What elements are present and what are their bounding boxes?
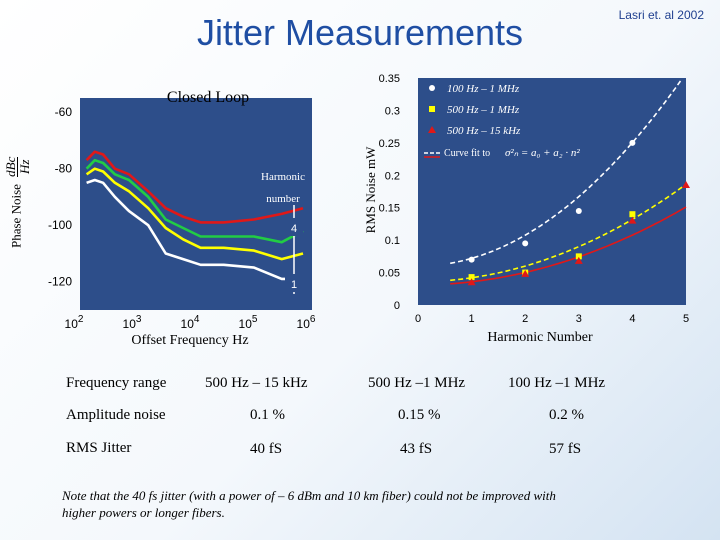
right-y-tick-7: 0	[394, 300, 400, 312]
left-x-tick-2: 104	[181, 314, 200, 331]
data-point-series0-3	[629, 139, 636, 146]
right-x-tick-5: 5	[683, 313, 689, 325]
legend-marker-2	[428, 126, 436, 133]
right-y-tick-4: 0.15	[379, 203, 400, 215]
closed-loop-label: Closed Loop	[167, 89, 249, 106]
phase-noise-line-harmonic-3	[85, 158, 304, 244]
table-row-jitter-label: RMS Jitter	[66, 440, 132, 456]
table-row-jitter-c2: 43 fS	[400, 441, 433, 457]
table-row-frequency-c1: 500 Hz – 15 kHz	[205, 375, 308, 391]
legend-marker-1	[429, 106, 435, 112]
data-point-series1-2	[575, 253, 582, 260]
phase-noise-chart: Closed Loop -60 -80 -100 -120 102 103 104 105 1…	[48, 89, 316, 348]
data-point-series0-0	[468, 256, 475, 263]
harmonic-marker-1: 1	[291, 279, 297, 291]
footnote: Note that the 40 fs jitter (with a power…	[62, 488, 556, 520]
rms-noise-chart: 0.35 0.3 0.25 0.2 0.15 0.1 0.05 0 0 1 2 3 4 5 100 Hz…	[363, 73, 690, 345]
right-x-tick-2: 2	[522, 313, 528, 325]
marker-box-bottom	[285, 274, 303, 292]
legend-label-1: 500 Hz – 1 MHz	[447, 104, 520, 116]
data-point-series0-1	[522, 240, 529, 247]
fit-curve-2	[450, 206, 687, 285]
fit-curve-0	[450, 80, 682, 265]
table-row-amplitude-c3: 0.2 %	[549, 407, 584, 423]
data-point-series1-0	[468, 274, 475, 281]
table-row-jitter-c3: 57 fS	[549, 441, 582, 457]
right-y-tick-2: 0.25	[379, 138, 400, 150]
phase-noise-line-harmonic-4	[85, 150, 304, 224]
table-row-amplitude-label: Amplitude noise	[66, 407, 166, 423]
phase-noise-word: Phase Noise	[8, 184, 24, 248]
marker-box-top	[285, 218, 303, 236]
table-row-jitter-c1: 40 fS	[250, 441, 283, 457]
right-x-tick-0: 0	[415, 313, 421, 325]
phase-noise-line-harmonic-1	[86, 178, 303, 281]
left-x-tick-0: 102	[65, 314, 84, 331]
harmonic-annotation-line1: Harmonic	[261, 171, 305, 183]
right-x-tick-1: 1	[469, 313, 475, 325]
legend-label-0: 100 Hz – 1 MHz	[447, 83, 520, 95]
right-y-axis-label: RMS Noise mW	[363, 146, 378, 233]
legend-label-2: 500 Hz – 15 kHz	[447, 125, 521, 137]
fit-curve-1	[450, 183, 687, 282]
table-row-amplitude-c1: 0.1 %	[250, 407, 285, 423]
legend-curve-fit-label: Curve fit to	[444, 148, 490, 159]
right-x-axis-label: Harmonic Number	[487, 330, 593, 345]
left-y-tick-3: -120	[48, 275, 72, 289]
data-point-series2-1	[521, 269, 530, 277]
left-x-tick-4: 106	[297, 314, 316, 331]
harmonic-marker-4: 4	[291, 223, 297, 235]
right-x-tick-3: 3	[576, 313, 582, 325]
fraction-denominator: Hz	[17, 159, 32, 174]
left-y-tick-2: -100	[48, 218, 72, 232]
right-x-tick-4: 4	[629, 313, 635, 325]
data-point-series1-3	[629, 211, 636, 218]
right-y-tick-0: 0.35	[379, 73, 400, 85]
data-point-series2-4	[682, 181, 690, 189]
table-row-frequency-c2: 500 Hz –1 MHz	[368, 375, 466, 391]
slide-title: Jitter Measurements	[196, 12, 524, 53]
phase-noise-line-harmonic-2	[85, 167, 304, 261]
left-x-tick-3: 105	[239, 314, 258, 331]
left-x-axis-label: Offset Frequency Hz	[131, 333, 248, 348]
table-row-amplitude-c2: 0.15 %	[398, 407, 441, 423]
harmonic-annotation-line2: number	[266, 193, 300, 205]
right-y-tick-3: 0.2	[385, 170, 400, 182]
left-x-tick-1: 103	[123, 314, 142, 331]
left-y-axis-label: Phase Noise dBc Hz	[3, 98, 44, 248]
table-row-frequency-label: Frequency range	[66, 375, 167, 391]
dbc-hz-fraction: dBc Hz	[3, 156, 32, 177]
data-point-series0-2	[575, 207, 582, 214]
fit-formula: σ²ₙ = a₀ + a₂ · n²	[505, 147, 580, 159]
data-point-series2-3	[628, 216, 637, 224]
right-y-tick-1: 0.3	[385, 105, 400, 117]
fraction-numerator: dBc	[3, 156, 18, 177]
left-y-tick-1: -80	[55, 162, 73, 176]
data-point-series2-2	[574, 256, 583, 264]
citation-credit: Lasri et. al 2002	[618, 8, 704, 22]
rms-plot-area	[418, 78, 686, 305]
legend-marker-0	[429, 85, 435, 91]
right-y-tick-5: 0.1	[385, 235, 400, 247]
table-row-frequency-c3: 100 Hz –1 MHz	[508, 375, 606, 391]
left-y-tick-0: -60	[55, 105, 73, 119]
right-y-tick-6: 0.05	[379, 268, 400, 280]
data-point-series2-0	[467, 278, 476, 286]
